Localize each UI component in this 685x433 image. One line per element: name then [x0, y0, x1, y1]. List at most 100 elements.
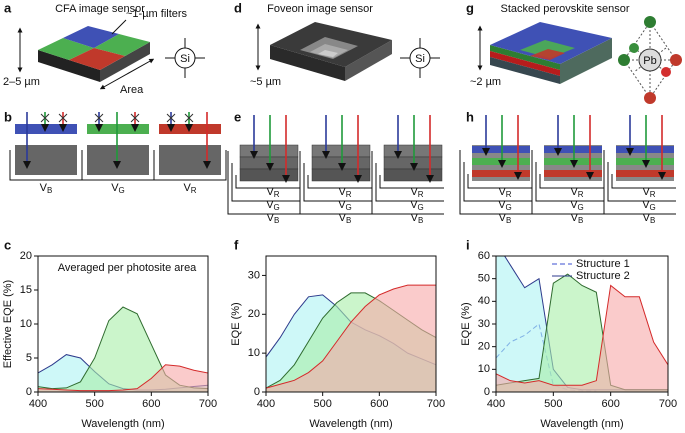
voltage-label: VG	[266, 199, 280, 212]
y-tick-label: 40	[478, 295, 490, 307]
panel-title: Foveon image sensor	[267, 3, 373, 15]
wire	[299, 151, 372, 215]
voltage-symbol: V	[338, 199, 346, 211]
voltage-symbol: V	[411, 212, 419, 224]
voltage-subscript: G	[274, 203, 280, 212]
filter-label: ~1-µm filters	[126, 8, 188, 20]
voltage-subscript: B	[346, 216, 351, 225]
voltage-subscript: B	[506, 216, 511, 225]
chart: c 400 500 600 700 0 5 10 15 20 Wavelength (nm) Effe…	[2, 237, 217, 429]
voltage-subscript: R	[274, 190, 280, 199]
voltage-subscript: R	[506, 190, 512, 199]
blocked-mark	[130, 113, 140, 123]
x-tick-label: 400	[487, 398, 505, 410]
y-axis-label: EQE (%)	[460, 302, 472, 345]
voltage-subscript: G	[650, 203, 656, 212]
element-label: Si	[415, 53, 425, 65]
voltage-symbol: V	[570, 199, 578, 211]
octahedron	[618, 16, 682, 104]
x-tick-label: 700	[199, 398, 217, 410]
wire	[379, 175, 444, 189]
panel-label: e	[234, 109, 241, 124]
wire	[467, 174, 532, 189]
silicon-layer	[311, 156, 371, 170]
voltage-symbol: V	[410, 186, 418, 198]
color-filter	[15, 124, 77, 134]
voltage-symbol: V	[40, 182, 48, 194]
wire	[531, 150, 604, 215]
panel-label: f	[234, 237, 239, 252]
y-tick-label: 15	[20, 284, 32, 296]
y-axis-label: Effective EQE (%)	[2, 280, 14, 368]
x-tick-label: 400	[29, 398, 47, 410]
photodiode	[159, 145, 221, 175]
voltage-subscript: R	[346, 190, 352, 199]
leader	[111, 19, 127, 35]
voltage-label: VR	[338, 186, 351, 199]
x-tick-label: 600	[601, 398, 619, 410]
wire	[303, 163, 372, 202]
silicon-layer	[383, 168, 443, 182]
photodiode	[15, 145, 77, 175]
x-axis-label: Wavelength (nm)	[540, 418, 623, 430]
silicon-layer	[239, 144, 299, 158]
y-tick-label: 30	[478, 318, 490, 330]
y-tick-label: 0	[26, 386, 32, 398]
si-symbol	[400, 38, 440, 78]
area-fill	[38, 364, 208, 392]
voltage-symbol: V	[339, 212, 347, 224]
y-tick-label: 20	[248, 308, 260, 320]
wire	[153, 150, 227, 181]
wire	[539, 174, 604, 189]
area-fill	[38, 307, 208, 392]
voltage-symbol: V	[266, 199, 274, 211]
y-tick-label: 20	[478, 341, 490, 353]
voltage-subscript: B	[47, 186, 52, 195]
voltage-label: VR	[266, 186, 279, 199]
voltage-symbol: V	[642, 186, 650, 198]
area-arrow	[99, 58, 155, 90]
voltage-subscript: B	[650, 216, 655, 225]
perovskite-layer	[472, 170, 530, 177]
legend-label: Structure 1	[576, 258, 630, 270]
plot-area	[496, 256, 668, 392]
silicon-layer	[239, 156, 299, 170]
x-tick-label: 600	[142, 398, 160, 410]
voltage-symbol: V	[410, 199, 418, 211]
voltage-symbol: V	[642, 199, 650, 211]
perovskite-layer	[616, 158, 674, 165]
wire	[235, 175, 300, 189]
voltage-symbol: V	[570, 186, 578, 198]
voltage-label: VR	[498, 186, 511, 199]
photodiode	[87, 145, 149, 175]
blocked-mark	[166, 113, 176, 123]
y-tick-label: 30	[248, 269, 260, 281]
voltage-subscript: B	[274, 216, 279, 225]
thickness-label: ~5 µm	[250, 76, 281, 88]
voltage-label: VG	[570, 199, 584, 212]
element-label: Pb	[643, 55, 656, 67]
wire	[603, 150, 676, 215]
perovskite-layer	[616, 170, 674, 177]
panel-label: g	[466, 0, 474, 15]
voltage-subscript: G	[578, 203, 584, 212]
voltage-label: VB	[571, 212, 584, 225]
blocked-mark	[40, 113, 50, 123]
chart: i 400 500 600 700 0 10 20 30 40 50 60 Wavelength (nm…	[460, 237, 677, 429]
silicon-layer	[311, 144, 371, 158]
perovskite-layer	[616, 146, 674, 153]
voltage-symbol: V	[571, 212, 579, 224]
y-tick-label: 50	[478, 273, 490, 285]
voltage-subscript: G	[418, 203, 424, 212]
perovskite-layer	[544, 146, 602, 153]
panel-label: d	[234, 0, 242, 15]
panel-label: a	[4, 0, 12, 15]
thickness-label: ~2 µm	[470, 76, 501, 88]
y-tick-label: 20	[20, 250, 32, 262]
voltage-symbol: V	[267, 212, 275, 224]
voltage-label: VR	[410, 186, 423, 199]
voltage-symbol: V	[499, 212, 507, 224]
panel-label: c	[4, 237, 11, 252]
element-label: Si	[180, 53, 190, 65]
